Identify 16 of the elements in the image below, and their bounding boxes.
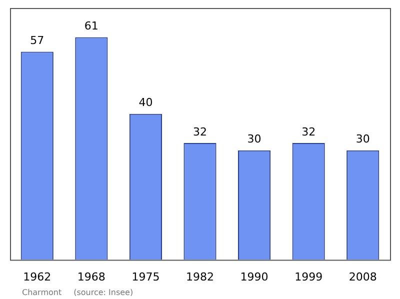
x-tick-label: 1962 [23,270,52,284]
data-label: 61 [84,20,98,33]
data-label: 30 [356,132,370,146]
x-tick-label: 1999 [294,270,323,284]
data-label: 40 [138,96,153,110]
text: (source: Insee) [74,288,134,298]
data-label: 30 [247,132,262,146]
x-tick-label: 2008 [348,270,377,284]
x-tick-label: 1975 [132,270,160,284]
x-tick-label: 1982 [186,270,214,284]
x-tick-label: 1968 [77,270,106,284]
data-label: 32 [302,125,316,138]
x-tick-label: 1990 [240,270,268,284]
data-label: 32 [193,125,207,138]
data-label: 57 [30,34,44,48]
text: Charmont [22,288,62,298]
